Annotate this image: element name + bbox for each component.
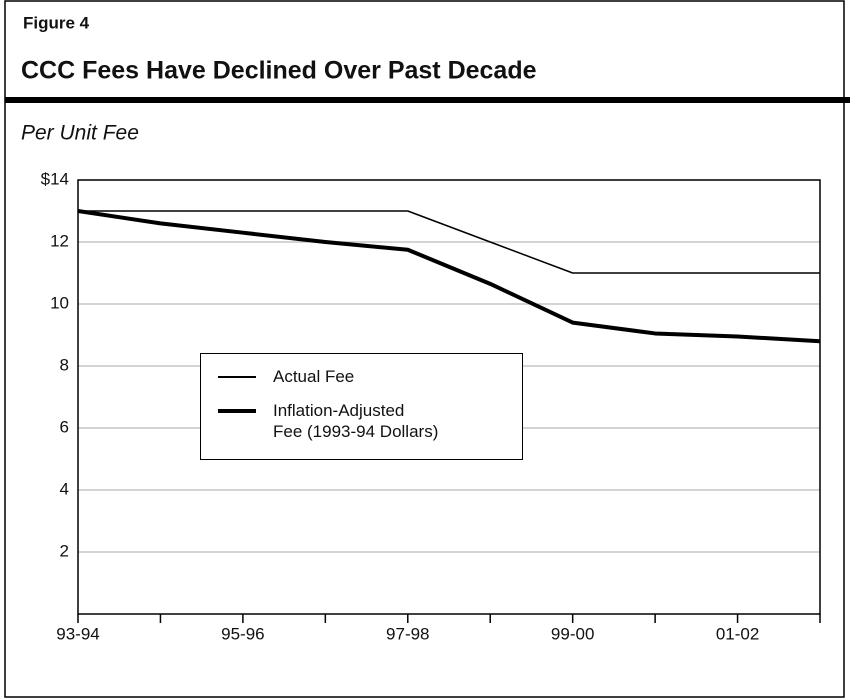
y-tick-label: $14 [41, 169, 69, 188]
legend-item: Inflation-Adjusted Fee (1993-94 Dollars) [201, 400, 522, 441]
x-tick-label: 95-96 [221, 624, 264, 643]
y-tick-label: 12 [50, 231, 69, 250]
x-tick-label: 99-00 [551, 624, 594, 643]
x-tick-label: 01-02 [716, 624, 759, 643]
frame [4, 0, 845, 698]
y-tick-label: 2 [60, 541, 69, 560]
legend-item: Actual Fee [201, 366, 522, 406]
y-tick-label: 4 [60, 479, 69, 498]
legend-label: Inflation-Adjusted Fee (1993-94 Dollars) [273, 401, 439, 441]
title-bar [5, 97, 850, 103]
plot-frame [77, 179, 821, 615]
x-tick-label: 97-98 [386, 624, 429, 643]
legend-swatch [218, 409, 256, 413]
series-line [77, 209, 821, 344]
legend-label: Actual Fee [273, 367, 355, 386]
figure-label: Figure 4 [23, 13, 90, 32]
series-line [78, 210, 820, 274]
legend: Actual Fee Inflation-Adjusted Fee (1993-9… [200, 353, 523, 460]
y-tick-label: 10 [50, 293, 69, 312]
x-tick-label: 93-94 [56, 624, 99, 643]
subtitle: Per Unit Fee [21, 122, 139, 145]
chart-title: CCC Fees Have Declined Over Past Decade [21, 57, 537, 85]
legend-swatch [218, 376, 256, 378]
y-tick-label: 6 [60, 417, 69, 436]
y-tick-label: 8 [60, 355, 69, 374]
